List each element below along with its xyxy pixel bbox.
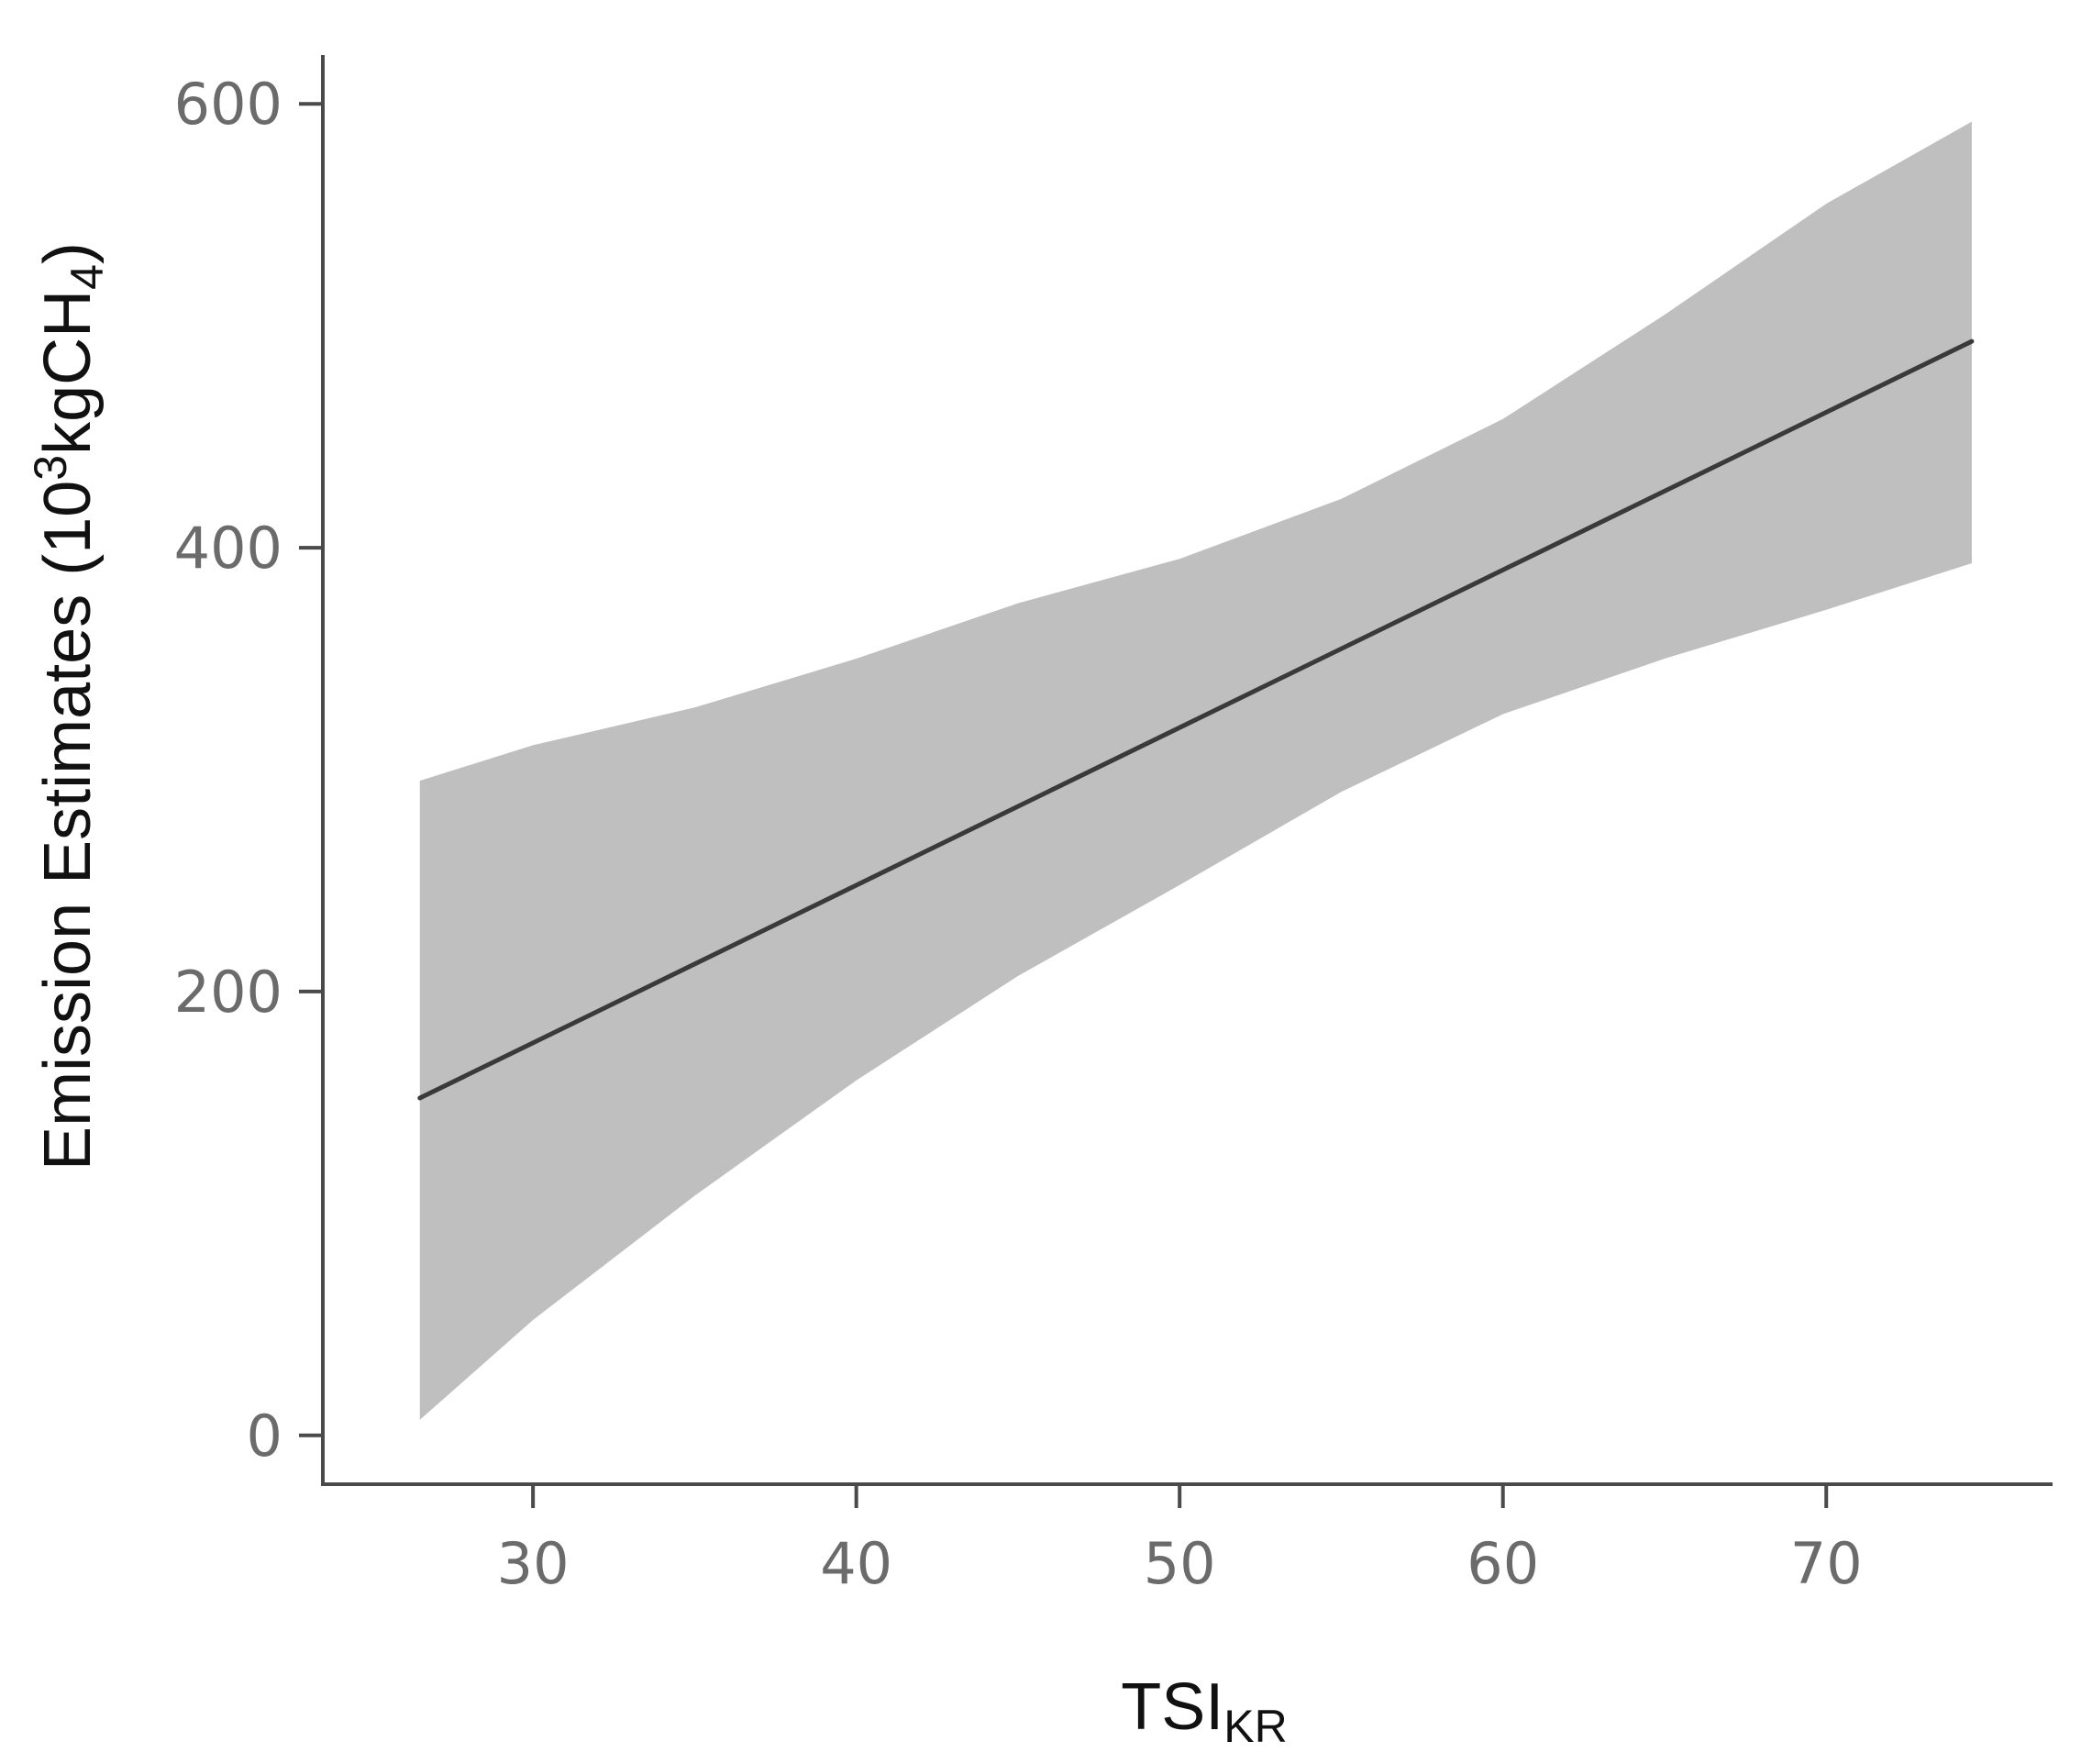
regression-line-layer <box>417 338 1975 1101</box>
x-tick-label: 60 <box>1467 1530 1539 1597</box>
y-tick-label: 600 <box>174 71 282 138</box>
axes <box>321 55 2053 1486</box>
y-tick-label: 200 <box>174 959 282 1026</box>
x-tick-label: 70 <box>1790 1530 1863 1597</box>
y-tick-label: 400 <box>174 515 282 582</box>
x-tick-label: 30 <box>497 1530 570 1597</box>
regression-line <box>417 338 1975 1101</box>
confidence-band <box>419 121 1972 1420</box>
x-tick-label: 50 <box>1144 1530 1216 1597</box>
x-axis-title: TSIKR <box>1121 1670 1287 1752</box>
y-axis-title: Emission Estimates (103kgCH4) <box>25 242 113 1170</box>
confidence-band-layer <box>419 121 1972 1420</box>
y-tick-label: 0 <box>247 1403 282 1470</box>
tick-layer: 0 200 400 600 30 40 50 60 70 <box>174 71 1863 1597</box>
x-tick-label: 40 <box>820 1530 892 1597</box>
